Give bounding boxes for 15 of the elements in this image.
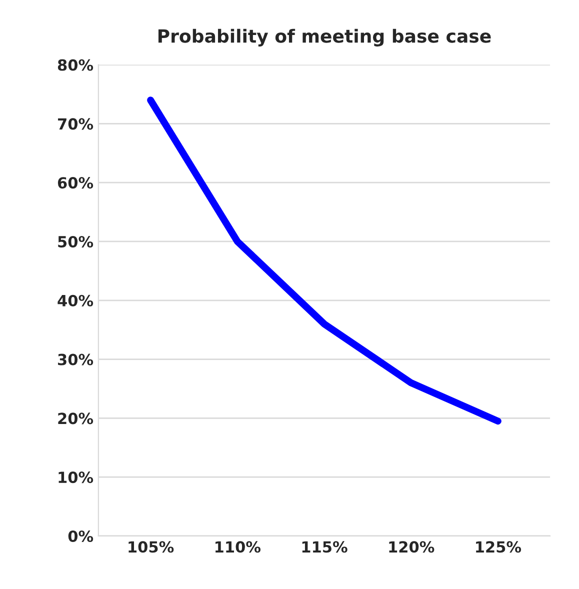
x-tick-label: 115% [302, 541, 348, 553]
y-tick-label: 10% [58, 472, 94, 484]
y-tick-label: 0% [68, 530, 94, 542]
x-tick-label: 105% [128, 541, 174, 553]
y-tick-label: 20% [58, 412, 94, 424]
x-tick-label: 120% [389, 541, 434, 553]
y-tick-label: 40% [58, 294, 94, 306]
x-tick-label: 125% [476, 541, 522, 553]
y-tick-label: 80% [58, 59, 94, 71]
y-tick-label: 50% [58, 236, 94, 248]
y-tick-label: 70% [58, 118, 94, 130]
x-tick-label: 110% [216, 541, 261, 553]
y-tick-label: 60% [58, 177, 94, 189]
y-tick-label: 30% [58, 354, 94, 366]
chart-title: Probability of meeting base case [158, 28, 491, 46]
